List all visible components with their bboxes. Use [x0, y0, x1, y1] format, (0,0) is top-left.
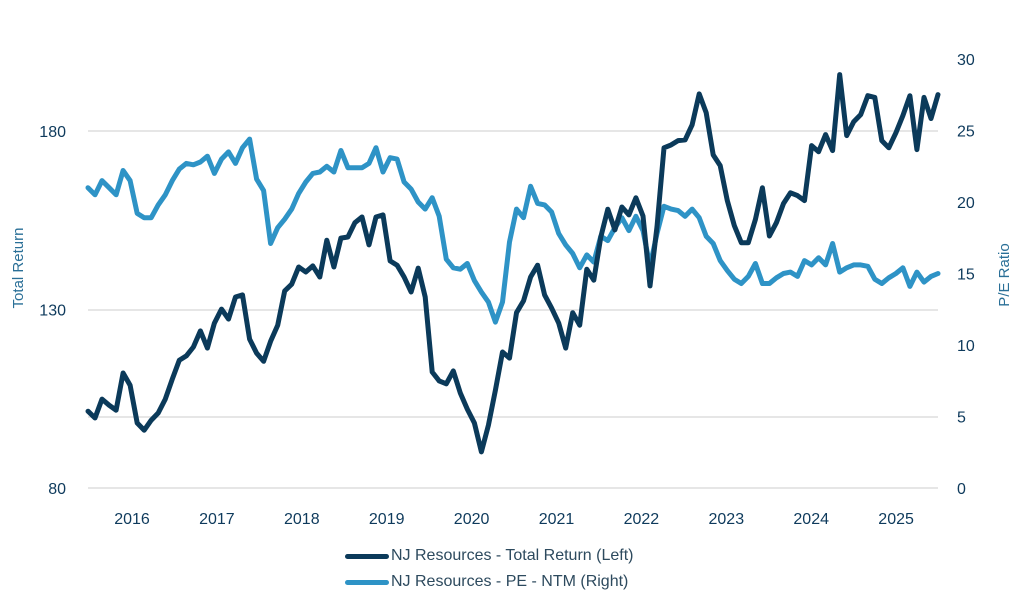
left-tick-label: 180 [39, 124, 66, 141]
legend-swatch-total-return [345, 553, 389, 559]
x-tick-label: 2017 [199, 511, 235, 528]
right-tick-label: 25 [957, 124, 975, 141]
legend-item-pe-ntm[interactable]: NJ Resources - PE - NTM (Right) [345, 569, 633, 595]
right-axis-title: P/E Ratio [996, 243, 1013, 306]
left-tick-label: 80 [48, 481, 66, 498]
right-tick-label: 15 [957, 267, 975, 284]
x-tick-label: 2022 [624, 511, 660, 528]
x-tick-label: 2023 [709, 511, 745, 528]
right-tick-label: 0 [957, 481, 966, 498]
legend-label: NJ Resources - PE - NTM (Right) [391, 573, 629, 590]
x-tick-label: 2018 [284, 511, 320, 528]
legend-item-total-return[interactable]: NJ Resources - Total Return (Left) [345, 543, 633, 569]
right-tick-label: 20 [957, 195, 975, 212]
x-tick-label: 2021 [539, 511, 575, 528]
x-tick-label: 2020 [454, 511, 490, 528]
x-tick-label: 2024 [793, 511, 829, 528]
legend-label: NJ Resources - Total Return (Left) [391, 547, 634, 564]
right-axis-ticks: 0 5 10 15 20 25 30 [957, 52, 975, 498]
x-tick-label: 2019 [369, 511, 405, 528]
series-line-pe-ntm [85, 136, 941, 325]
left-axis-ticks: 80 130 180 [39, 124, 66, 498]
right-tick-label: 30 [957, 52, 975, 69]
series-lines [85, 72, 941, 455]
left-tick-label: 130 [39, 303, 66, 320]
right-tick-label: 10 [957, 338, 975, 355]
series-line-total-return [85, 72, 941, 455]
x-tick-label: 2016 [114, 511, 150, 528]
left-axis-title: Total Return [10, 228, 27, 309]
legend-swatch-pe-ntm [345, 579, 389, 585]
legend: NJ Resources - Total Return (Left) NJ Re… [345, 543, 633, 595]
right-tick-label: 5 [957, 410, 966, 427]
x-axis-ticks: 2016 2017 2018 2019 2020 2021 2022 2023 2024 2025 [114, 511, 914, 528]
x-tick-label: 2025 [878, 511, 914, 528]
gridlines [88, 130, 938, 489]
